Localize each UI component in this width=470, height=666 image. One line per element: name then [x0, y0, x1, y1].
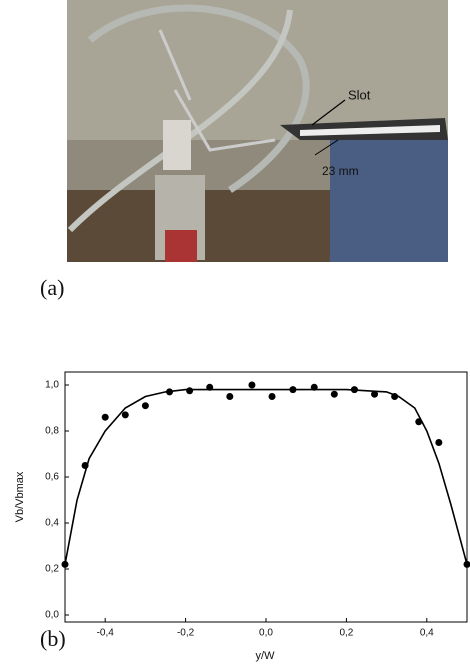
- data-point: [435, 439, 443, 446]
- x-tick-label: 0,0: [259, 628, 273, 639]
- panel-label: (b): [40, 626, 66, 651]
- fit-line: [64, 388, 468, 565]
- data-point: [141, 402, 149, 410]
- data-point: [226, 393, 234, 400]
- plot-frame: [64, 371, 468, 623]
- x-axis-label: y/W: [256, 650, 276, 662]
- photo-label: 23 mm: [322, 164, 359, 178]
- y-tick-label: 0,2: [45, 564, 59, 575]
- y-axis-label: Vb/Vbmax: [14, 471, 26, 522]
- x-tick-label: -0,2: [177, 628, 195, 639]
- y-tick-label: 1,0: [45, 380, 59, 391]
- data-point: [121, 411, 129, 419]
- panel-label: (a): [40, 275, 64, 300]
- y-tick-label: 0,4: [45, 518, 59, 529]
- y-tick-label: 0,6: [45, 472, 59, 483]
- photo-label: Slot: [348, 87, 371, 102]
- x-tick-label: 0,4: [420, 628, 434, 639]
- data-point: [186, 387, 194, 395]
- data-point: [248, 381, 256, 389]
- x-tick-label: 0,2: [339, 628, 353, 639]
- data-point: [268, 393, 276, 400]
- photo: Slot 23 mm: [67, 0, 448, 262]
- x-tick-label: -0,4: [97, 628, 115, 639]
- data-point: [371, 390, 379, 398]
- y-tick-label: 0,0: [45, 610, 59, 621]
- y-tick-label: 0,8: [45, 426, 59, 437]
- data-point: [330, 390, 338, 398]
- data-point: [101, 413, 109, 421]
